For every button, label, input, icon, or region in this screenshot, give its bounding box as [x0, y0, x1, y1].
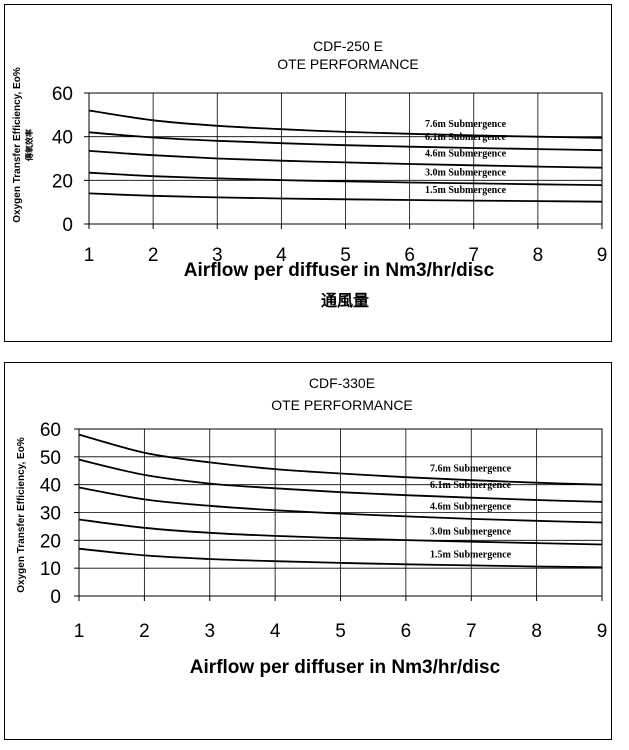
x-tick-label: 3 — [212, 245, 223, 266]
x-axis-label: Airflow per diffuser in Nm3/hr/disc — [184, 260, 495, 281]
x-tick-label: 6 — [404, 245, 415, 266]
chart-subtitle: OTE PERFORMANCE — [271, 397, 413, 413]
x-tick-label: 3 — [204, 621, 215, 642]
x-axis-label-chinese: 通風量 — [321, 291, 369, 310]
series-label: 3.0m Submergence — [425, 168, 507, 179]
chart-title: CDF-330E — [309, 375, 375, 391]
y-tick-label: 50 — [40, 448, 61, 469]
series-line — [88, 171, 603, 186]
series-line — [78, 433, 603, 486]
chart-cdf-250-svg: CDF-250 E OTE PERFORMANCE 7.6m Submergen… — [12, 38, 608, 310]
series-label: 6.1m Submergence — [425, 132, 507, 143]
y-tick-label: 0 — [62, 215, 73, 236]
series-line — [78, 458, 603, 503]
series-label: 3.0m Submergence — [430, 527, 512, 538]
series-label: 1.5m Submergence — [425, 185, 507, 196]
y-tick-label: 0 — [50, 587, 61, 608]
x-tick-label: 7 — [468, 245, 479, 266]
y-axis-label-chinese: 傳氧效率 — [24, 129, 34, 162]
chart-panel-cdf-330: CDF-330E OTE PERFORMANCE 7.6m Submergenc… — [4, 362, 612, 740]
series-line — [88, 192, 603, 203]
chart-subtitle: OTE PERFORMANCE — [277, 56, 419, 72]
x-tick-label: 6 — [401, 621, 412, 642]
x-tick-label: 5 — [340, 245, 351, 266]
series-line — [78, 547, 603, 569]
x-tick-label: 4 — [276, 245, 287, 266]
x-tick-label: 1 — [84, 245, 95, 266]
y-axis-label: Oxygen Transfer Efficiency, Eo% — [12, 67, 23, 223]
x-tick-label: 8 — [533, 245, 544, 266]
x-tick-label: 4 — [270, 621, 281, 642]
y-tick-label: 60 — [40, 420, 61, 441]
y-tick-label: 40 — [52, 128, 73, 149]
chart-title: CDF-250 E — [313, 38, 383, 54]
x-axis-label: Airflow per diffuser in Nm3/hr/disc — [190, 657, 501, 678]
x-tick-label: 7 — [466, 621, 477, 642]
y-tick-label: 20 — [40, 531, 61, 552]
y-tick-label: 40 — [40, 476, 61, 497]
series-label: 4.6m Submergence — [425, 148, 507, 159]
y-axis-label: Oxygen Transfer Efficiency, Eo% — [16, 437, 27, 593]
x-tick-label: 5 — [335, 621, 346, 642]
series-label: 1.5m Submergence — [430, 550, 512, 561]
y-tick-label: 60 — [52, 84, 73, 105]
series-line — [88, 131, 603, 152]
series-label: 7.6m Submergence — [430, 463, 512, 474]
x-tick-label: 8 — [531, 621, 542, 642]
chart-panel-cdf-250: CDF-250 E OTE PERFORMANCE 7.6m Submergen… — [4, 4, 612, 342]
y-tick-label: 10 — [40, 559, 61, 580]
series-label: 7.6m Submergence — [425, 119, 507, 130]
x-tick-label: 9 — [597, 245, 608, 266]
x-tick-label: 2 — [139, 621, 150, 642]
x-tick-label: 9 — [597, 621, 608, 642]
series-line — [78, 518, 603, 546]
series-label: 6.1m Submergence — [430, 480, 512, 491]
series-line — [78, 486, 603, 524]
y-tick-label: 30 — [40, 504, 61, 525]
series-line — [88, 150, 603, 169]
x-tick-label: 2 — [148, 245, 159, 266]
series-line — [88, 109, 603, 139]
series-label: 4.6m Submergence — [430, 501, 512, 512]
chart-cdf-330-svg: CDF-330E OTE PERFORMANCE 7.6m Submergenc… — [16, 375, 608, 678]
y-tick-label: 20 — [52, 171, 73, 192]
x-tick-label: 1 — [74, 621, 85, 642]
